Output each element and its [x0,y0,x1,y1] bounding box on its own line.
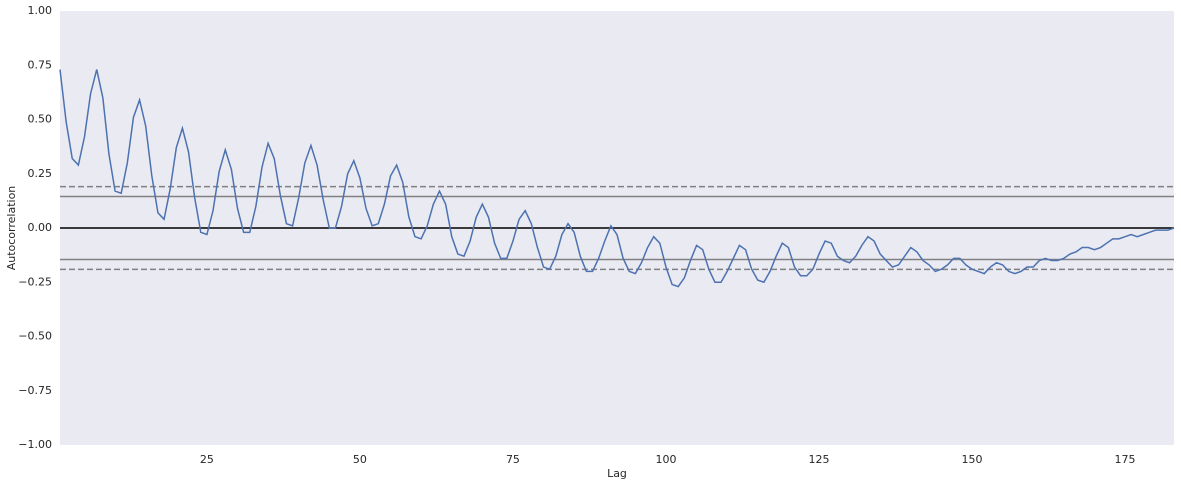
x-tick-label: 175 [1115,453,1136,466]
x-tick-label: 100 [655,453,676,466]
x-tick-label: 125 [808,453,829,466]
x-tick-label: 75 [506,453,520,466]
y-tick-label: −1.00 [18,438,52,451]
x-axis-label: Lag [607,467,627,480]
y-tick-label: 1.00 [28,4,53,17]
y-tick-label: −0.50 [18,330,52,343]
autocorrelation-line [59,69,1175,288]
y-tick-label: 0.00 [28,221,53,234]
y-tick-label: −0.75 [18,384,52,397]
y-tick-label: 0.25 [28,167,53,180]
y-tick-label: −0.25 [18,275,52,288]
y-tick-label: 0.75 [28,58,53,71]
x-tick-label: 50 [353,453,367,466]
x-tick-label: 150 [962,453,983,466]
y-axis-label: Autocorrelation [5,186,18,271]
x-tick-label: 25 [200,453,214,466]
y-tick-label: 0.50 [28,113,53,126]
